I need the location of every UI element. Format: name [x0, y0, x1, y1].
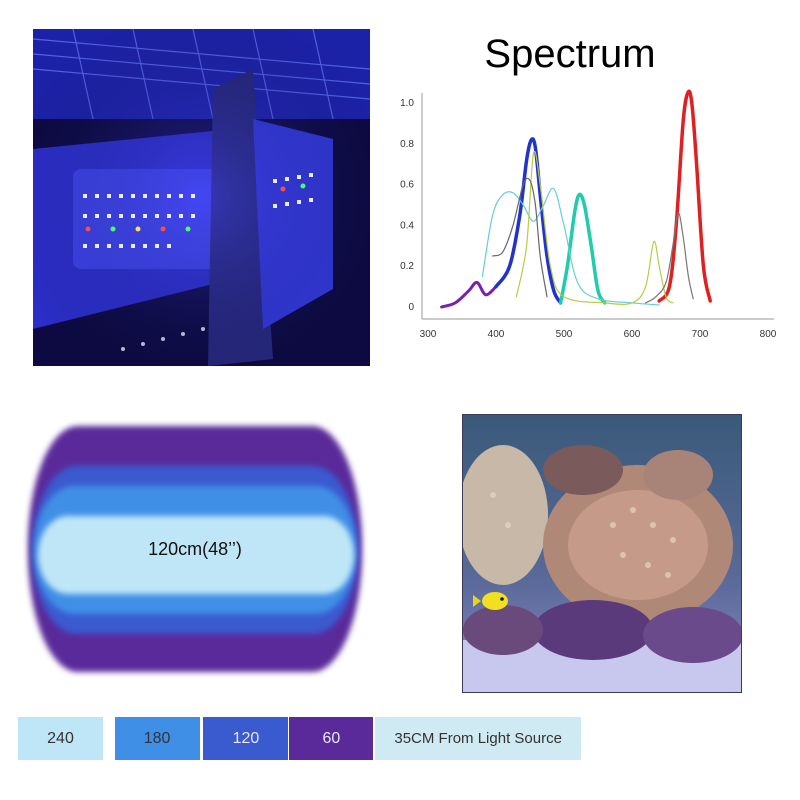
legend-item-60: 60 — [289, 717, 374, 760]
yellow-fish — [482, 592, 508, 610]
reef-tank-illustration — [463, 415, 741, 692]
spectrum-series-line — [657, 89, 712, 303]
chart-series — [440, 89, 712, 309]
spectrum-chart: 300 400 500 600 700 800 0 0.2 0.4 0.6 0.8 1.0 — [400, 89, 777, 340]
x-tick-label: 800 — [760, 329, 777, 340]
led-fixture-illustration — [33, 29, 370, 366]
spectrum-title: Spectrum — [484, 32, 656, 76]
legend-divider — [102, 717, 115, 760]
par-coverage-label: 120cm(48’’) — [148, 539, 242, 559]
spectrum-series-line — [440, 280, 498, 309]
led-fixture-photo — [33, 29, 370, 366]
spectrum-series-line — [492, 177, 548, 298]
reef-tank-photo — [462, 414, 742, 693]
spectrum-series-line — [645, 212, 694, 304]
par-coverage-diagram — [28, 426, 362, 672]
x-tick-label: 700 — [692, 329, 709, 340]
legend-item-120: 120 — [203, 717, 289, 760]
par-zone-240 — [38, 516, 354, 594]
spectrum-series-line — [558, 192, 607, 305]
par-legend-bar: 240 180 120 60 35CM From Light Source — [18, 717, 582, 760]
spectrum-series-line — [481, 187, 660, 306]
spectrum-series-line — [515, 151, 674, 305]
y-tick-label: 0 — [408, 302, 414, 313]
legend-item-240: 240 — [18, 717, 103, 760]
y-tick-label: 0.2 — [400, 261, 414, 272]
legend-item-180: 180 — [114, 717, 200, 760]
legend-divider — [199, 717, 204, 760]
x-tick-label: 300 — [420, 329, 437, 340]
y-tick-label: 0.8 — [400, 139, 414, 150]
y-tick-label: 0.6 — [400, 180, 414, 191]
y-tick-label: 1.0 — [400, 98, 414, 109]
x-tick-label: 600 — [624, 329, 641, 340]
legend-distance-note: 35CM From Light Source — [375, 717, 582, 760]
chart-axes: 300 400 500 600 700 800 0 0.2 0.4 0.6 0.8 1.0 — [400, 93, 777, 340]
y-tick-label: 0.4 — [400, 220, 414, 231]
x-tick-label: 400 — [488, 329, 505, 340]
x-tick-label: 500 — [556, 329, 573, 340]
spectrum-series-line — [494, 137, 563, 305]
legend-divider — [373, 717, 376, 760]
legend-divider — [288, 717, 290, 760]
